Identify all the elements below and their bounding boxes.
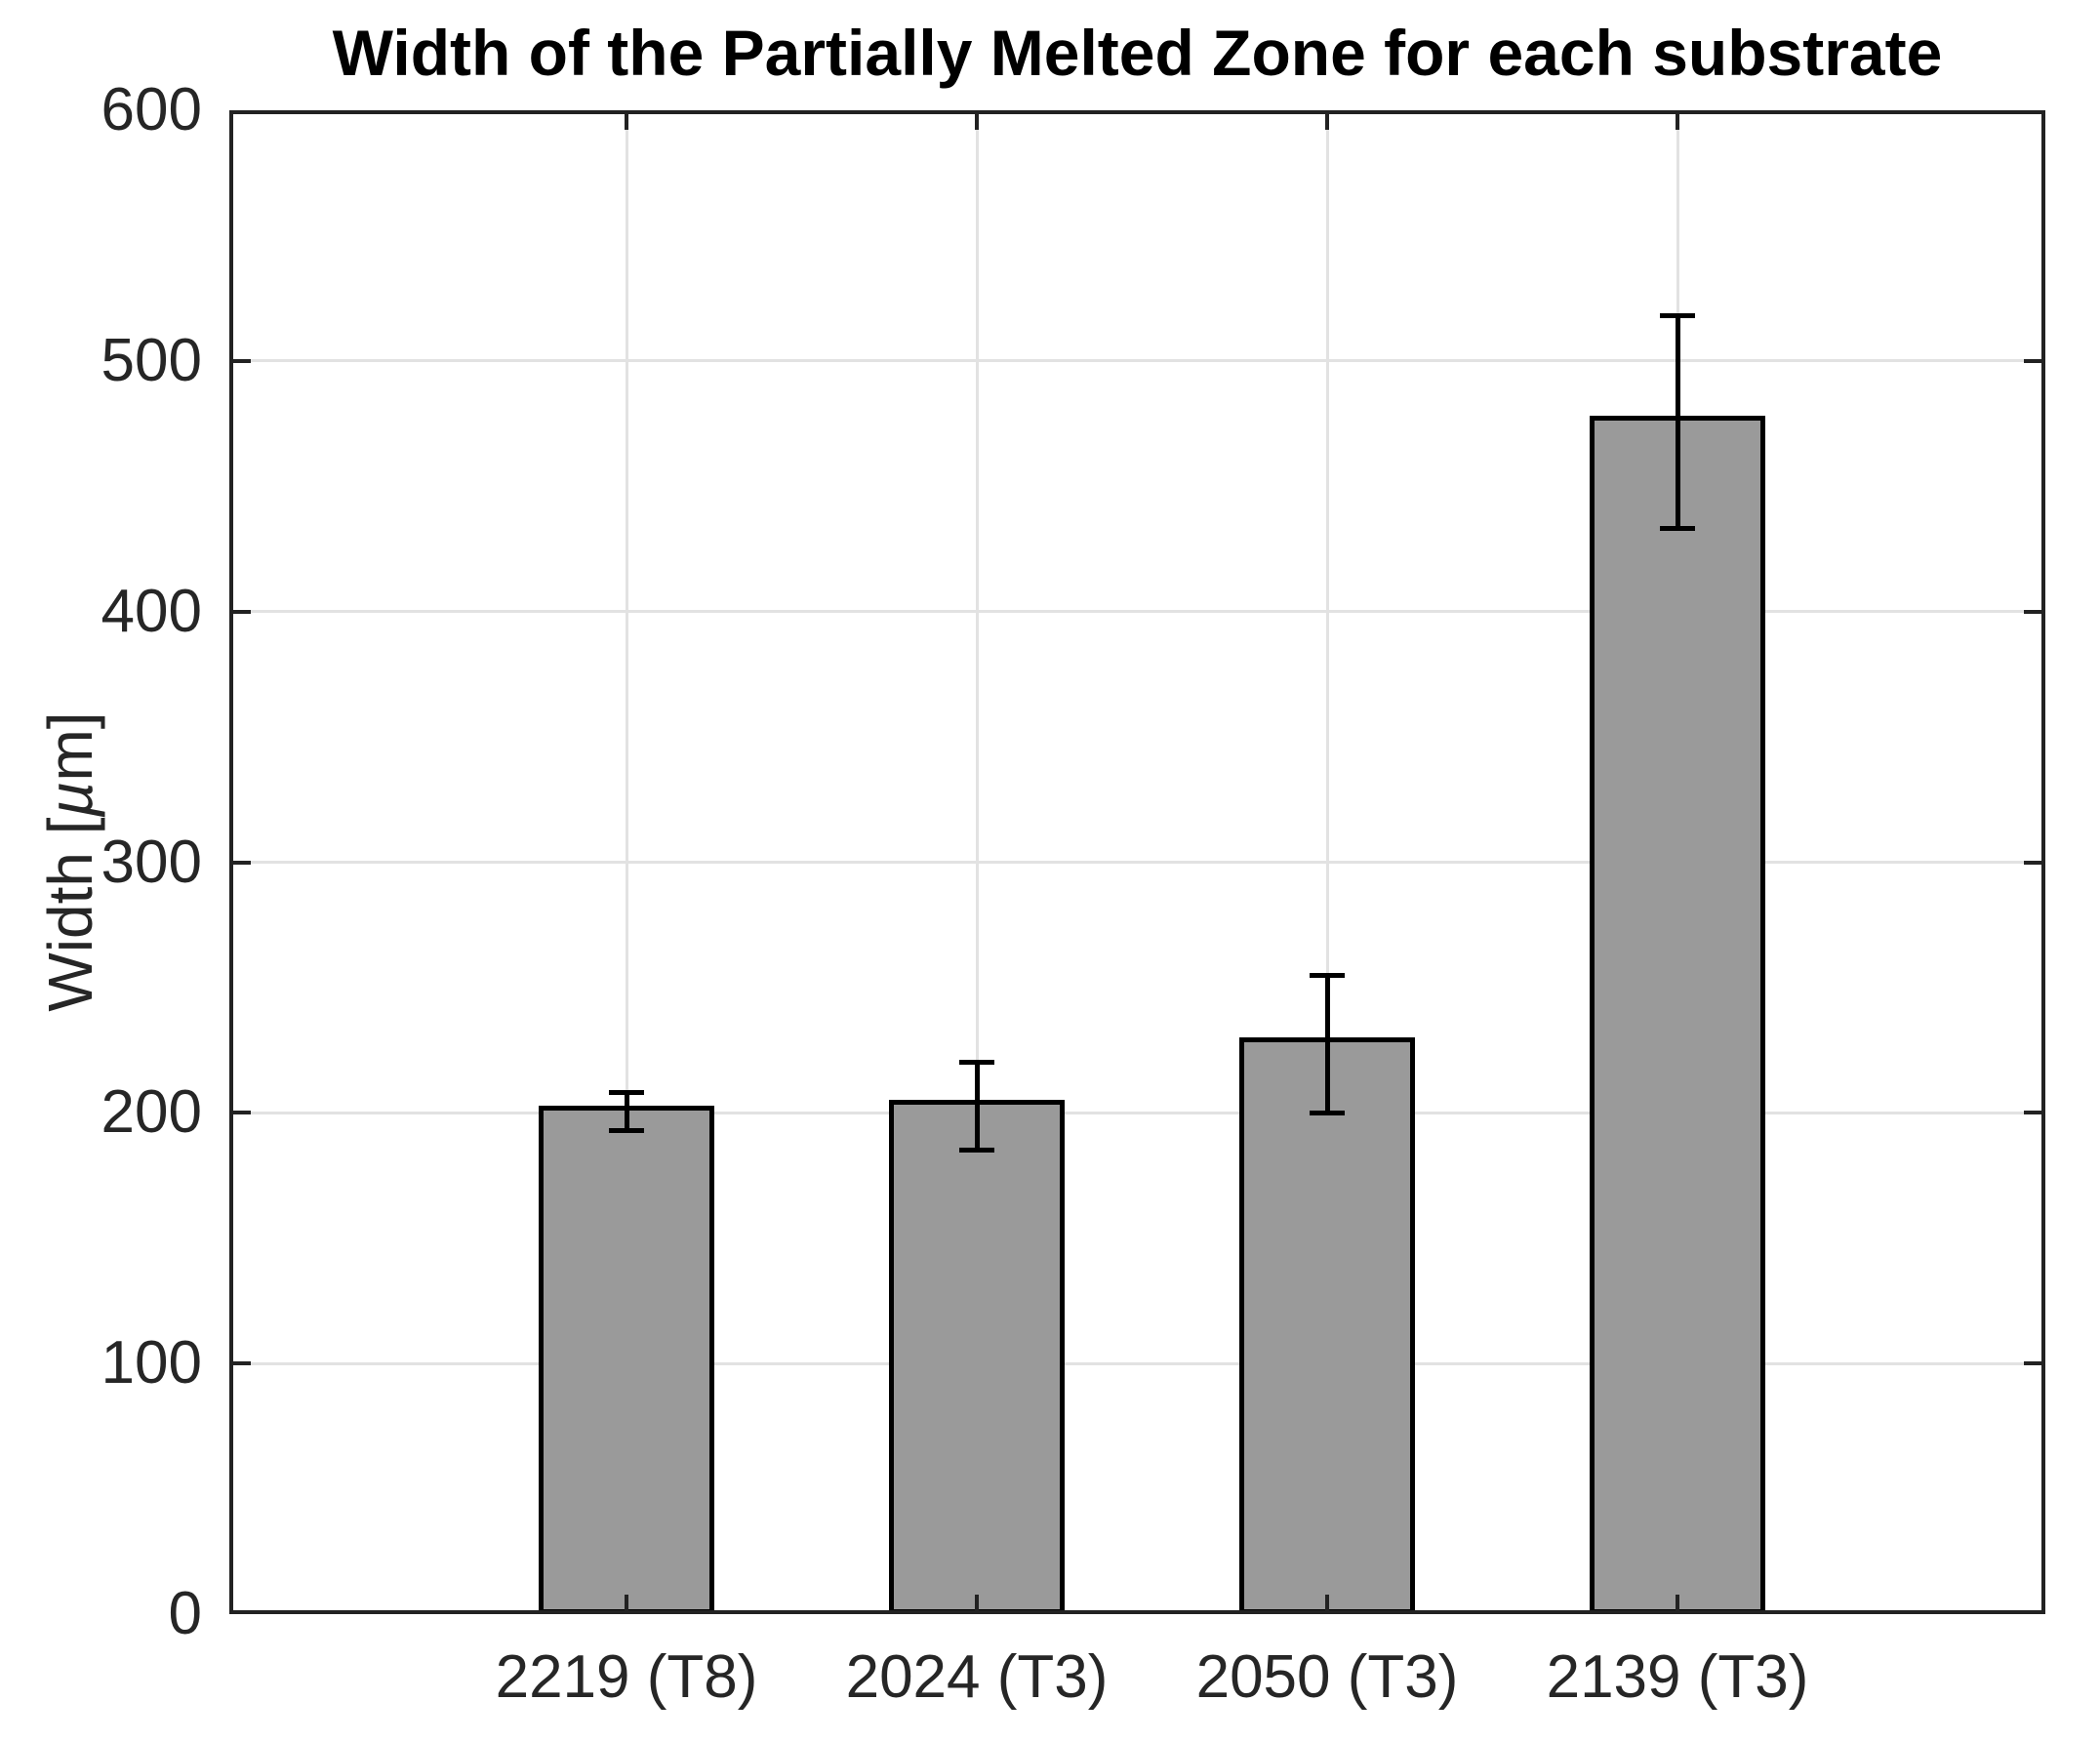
vertical-gridline	[1325, 110, 1329, 1614]
y-tick-right	[2024, 609, 2045, 614]
mu-symbol: µ	[35, 781, 105, 818]
horizontal-gridline	[229, 610, 2045, 614]
horizontal-gridline	[229, 1361, 2045, 1365]
y-tick-label: 200	[101, 1078, 202, 1147]
x-tick-label: 2219 (T8)	[495, 1643, 758, 1711]
vertical-gridline	[625, 110, 628, 1614]
horizontal-gridline	[229, 861, 2045, 864]
x-tick-label: 2050 (T3)	[1195, 1643, 1459, 1711]
bar-error-cap-top	[609, 1090, 644, 1096]
bar	[1239, 1037, 1415, 1614]
y-tick-label: 600	[101, 76, 202, 143]
y-tick-label: 0	[168, 1580, 202, 1647]
bar-error-line	[1324, 975, 1330, 1113]
bar-error-cap-top	[1660, 313, 1695, 319]
bar	[889, 1100, 1065, 1614]
horizontal-gridline	[229, 359, 2045, 363]
bar	[539, 1106, 714, 1614]
bar-error-line	[624, 1092, 629, 1131]
bar-error-line	[1675, 315, 1680, 529]
y-tick-left	[229, 609, 251, 614]
y-tick-left	[229, 1111, 251, 1115]
y-tick-left	[229, 358, 251, 363]
vertical-gridline	[975, 110, 979, 1614]
y-tick-label: 100	[101, 1329, 202, 1397]
y-tick-right	[2024, 358, 2045, 363]
bar-error-line	[974, 1062, 980, 1151]
x-tick-bottom	[625, 1595, 628, 1614]
x-tick-top	[1676, 110, 1679, 130]
bar-error-cap-bottom	[1660, 526, 1695, 532]
y-axis-label-suffix: m]	[35, 711, 105, 782]
x-tick-top	[1325, 110, 1329, 130]
y-tick-label: 500	[101, 326, 202, 394]
x-tick-bottom	[975, 1595, 979, 1614]
y-tick-right	[2024, 1111, 2045, 1115]
x-tick-bottom	[1325, 1595, 1329, 1614]
y-tick-left	[229, 1361, 251, 1366]
x-tick-label: 2139 (T3)	[1546, 1643, 1809, 1711]
bar-error-cap-top	[959, 1060, 994, 1066]
bar-error-cap-bottom	[609, 1127, 644, 1133]
bar	[1590, 416, 1765, 1614]
x-tick-top	[975, 110, 979, 130]
y-tick-left	[229, 860, 251, 865]
plot-area	[229, 110, 2045, 1614]
y-tick-right	[2024, 1361, 2045, 1366]
x-tick-top	[625, 110, 628, 130]
x-tick-bottom	[1676, 1595, 1679, 1614]
horizontal-gridline	[229, 1111, 2045, 1114]
y-tick-label: 300	[101, 828, 202, 896]
x-tick-label: 2024 (T3)	[845, 1643, 1109, 1711]
bar-error-cap-bottom	[1310, 1110, 1345, 1115]
bar-error-cap-bottom	[959, 1148, 994, 1154]
chart-title: Width of the Partially Melted Zone for e…	[332, 17, 1943, 89]
bar-error-cap-top	[1310, 972, 1345, 978]
y-tick-right	[2024, 860, 2045, 865]
y-tick-label: 400	[101, 577, 202, 645]
